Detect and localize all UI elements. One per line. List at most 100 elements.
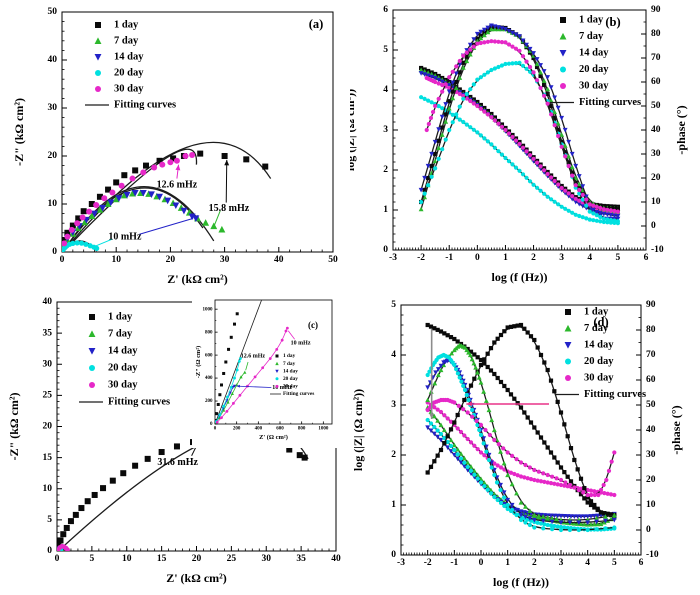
annotation-15.8-mhz: 15.8 mHz [209, 159, 250, 226]
y-tick-label: 15 [43, 453, 53, 463]
x-tick-label: 15 [157, 554, 167, 564]
legend-item-7-day: 7 day [275, 361, 296, 367]
y-tick-label: 10 [48, 199, 58, 209]
legend-item-7-day: 7 day [94, 35, 139, 46]
y-tick-label: 25 [43, 391, 53, 401]
fit-curve [62, 148, 198, 252]
legend-item-1-day: 1 day [89, 311, 133, 322]
legend-item-fitting-curves: Fitting curves [85, 99, 176, 110]
y-tick-label: 2 [383, 165, 388, 175]
legend-label: 30 day [584, 372, 614, 383]
y-tick-label: 20 [48, 151, 58, 161]
annotation-10-mhz: 10 mHz [287, 330, 311, 346]
x-tick-label: 4 [585, 558, 590, 568]
y-tick-label: 40 [48, 55, 58, 65]
x-axis-label: log (f (Hz)) [493, 575, 549, 589]
y2-tick-label: 30 [651, 149, 661, 159]
legend-label: 7 day [579, 31, 604, 42]
legend-item-7-day: 7 day [564, 323, 609, 334]
legend-label: 14 day [114, 51, 144, 62]
series-1-day-|z| [425, 322, 617, 519]
y-tick-label: 200 [205, 399, 213, 404]
legend-label: 20 day [579, 64, 609, 75]
series-30-day-|z| [425, 400, 617, 498]
legend-item-fitting-curves: Fitting curves [79, 396, 170, 407]
legend-label: 7 day [584, 323, 609, 334]
legend-label: Fitting curves [584, 389, 646, 400]
x-axis: 0 200 400 600 800 1000 Z' (Ω cm²) [214, 421, 329, 441]
x-tick-label: 1000 [318, 426, 329, 431]
y-tick-label: 0 [210, 422, 213, 427]
plot-frame [214, 299, 333, 425]
legend-item-7-day: 7 day [88, 328, 133, 339]
arrow-head [175, 164, 181, 171]
legend-item-1-day: 1 day [95, 19, 139, 30]
x-axis: 0 5 10 15 20 25 30 35 40 Z' (kΩ cm²) [55, 546, 341, 585]
x-tick-label: 0 [475, 253, 480, 263]
y-tick-label: 4 [383, 85, 388, 95]
legend-item-20-day: 20 day [95, 67, 144, 78]
y-tick-label: 4 [391, 350, 396, 360]
arrow-head [224, 159, 230, 166]
x-tick-label: 35 [296, 554, 306, 564]
y2-tick-label: 20 [651, 173, 661, 183]
y-tick-label: 1000 [203, 307, 214, 312]
y-axis: 0 1 2 3 4 5 log (|Z| (Ω cm²)) [351, 300, 406, 560]
legend-item-30-day: 30 day [95, 83, 144, 94]
x-tick-label: 5 [616, 253, 621, 263]
arrow-head [429, 413, 435, 419]
legend-item-20-day: 20 day [275, 376, 298, 382]
y-tick-label: 10 [43, 484, 53, 494]
x-tick-label: 6 [644, 253, 649, 263]
legend-item-20-day: 20 day [565, 356, 614, 367]
legend-label: 1 day [108, 311, 133, 322]
annotation-text: 12.6 mHz [241, 353, 266, 359]
legend-label: Fitting curves [579, 97, 641, 108]
x-axis-label: Z' (Ω cm²) [259, 434, 288, 441]
y-axis: 0 200 400 600 800 1000 -Z" (Ω cm²) [195, 307, 218, 427]
y2-tick-label: 70 [646, 350, 656, 360]
y2-tick-label: 80 [646, 325, 656, 335]
y2-tick-label: 80 [651, 29, 661, 39]
x-axis: 0 10 20 30 40 50 Z' (kΩ cm²) [60, 247, 338, 286]
x-tick-label: 2 [531, 253, 536, 263]
y2-tick-label: 50 [651, 101, 661, 111]
legend-label: 20 day [114, 67, 144, 78]
legend-label: 1 day [579, 14, 604, 25]
x-tick-label: 5 [90, 554, 95, 564]
y-tick-label: 50 [48, 7, 58, 17]
fitting-curves [62, 141, 272, 252]
y2-tick-label: 10 [646, 500, 656, 510]
y-tick-label: 0 [391, 550, 396, 560]
x-tick-label: 10 [122, 554, 132, 564]
y2-tick-label: 30 [646, 450, 656, 460]
arrow-head [466, 401, 472, 407]
legend-item-14-day: 14 day [94, 51, 144, 62]
y-tick-label: 40 [43, 297, 53, 307]
legend-item-1-day: 1 day [275, 353, 296, 359]
y-tick-label: 1 [391, 500, 396, 510]
annotation-10-mhz: 10 mHz [236, 384, 292, 391]
x-tick-label: -1 [450, 558, 458, 568]
y-axis-label: -Z" (kΩ cm²) [12, 98, 26, 166]
annotation-line [213, 210, 221, 226]
fit-curve [62, 141, 272, 252]
x-tick-label: 400 [255, 426, 263, 431]
y-axis-label: -Z" (Ω cm²) [195, 346, 202, 379]
legend-label: 7 day [108, 328, 133, 339]
series-20-day [62, 240, 100, 252]
legend-label: 14 day [579, 47, 609, 58]
annotation-12.6-mhz: 12.6 mHz [241, 353, 266, 371]
legend-label: 1 day [283, 353, 296, 359]
y2-tick-label: 0 [646, 525, 651, 535]
y-axis: 0 1 2 3 4 5 6 log (|Z| (Ω cm²)) [350, 5, 398, 255]
annotation-line [245, 361, 249, 371]
panel-c-nyquist-chart: 0 5 10 15 20 25 30 35 40 Z' (kΩ cm²) 0 5 10 15 20 25 30 3… [7, 295, 350, 585]
legend-item-7-day: 7 day [559, 31, 604, 42]
x-tick-label: 50 [328, 255, 338, 265]
panel-letter: (a) [309, 17, 324, 31]
legend-label: Fitting curves [114, 99, 176, 110]
annotation-line [236, 385, 272, 388]
y2-axis-label: -phase (°) [669, 405, 683, 454]
fit-curve [62, 187, 204, 252]
